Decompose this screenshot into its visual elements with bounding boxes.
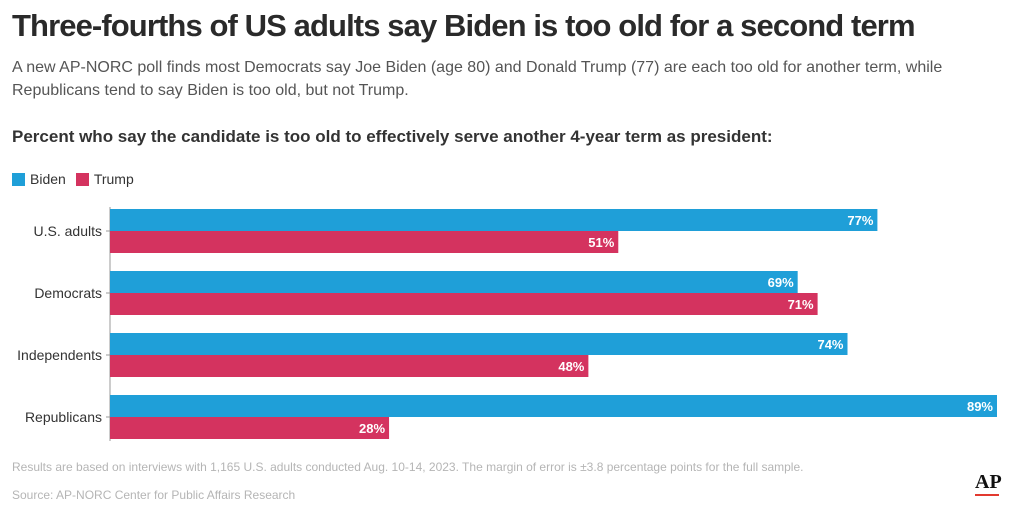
bar-biden <box>110 209 878 231</box>
data-label-biden: 89% <box>967 399 993 414</box>
bar-trump <box>110 231 619 253</box>
source-note: Source: AP-NORC Center for Public Affair… <box>12 488 296 502</box>
data-label-biden: 77% <box>847 213 873 228</box>
bar-trump <box>110 417 390 439</box>
legend: Biden Trump <box>12 171 144 187</box>
legend-swatch-trump <box>75 172 89 186</box>
data-label-trump: 28% <box>359 421 385 436</box>
legend-item-trump: Trump <box>75 171 134 187</box>
chart-title: Three-fourths of US adults say Biden is … <box>12 8 916 43</box>
category-label: Independents <box>17 347 102 363</box>
data-label-trump: 48% <box>558 359 584 374</box>
ap-logo: AP <box>975 471 1002 493</box>
legend-item-biden: Biden <box>12 171 66 187</box>
ap-logo-underline <box>975 494 999 496</box>
legend-label-biden: Biden <box>30 171 66 187</box>
data-label-trump: 51% <box>588 235 614 250</box>
bar-trump <box>110 355 589 377</box>
data-label-biden: 74% <box>817 337 843 352</box>
data-label-trump: 71% <box>788 297 814 312</box>
data-label-biden: 69% <box>768 275 794 290</box>
bar-biden <box>110 333 848 355</box>
legend-label-trump: Trump <box>93 171 134 187</box>
chart-subtitle: A new AP-NORC poll finds most Democrats … <box>12 59 943 99</box>
category-label: Democrats <box>34 285 102 301</box>
category-label: U.S. adults <box>34 223 102 239</box>
chart-question: Percent who say the candidate is too old… <box>12 127 773 146</box>
methodology-note: Results are based on interviews with 1,1… <box>12 460 804 474</box>
bar-trump <box>110 293 818 315</box>
legend-swatch-biden <box>12 172 25 186</box>
category-label: Republicans <box>25 409 102 425</box>
bar-biden <box>110 395 997 417</box>
bar-biden <box>110 271 798 293</box>
